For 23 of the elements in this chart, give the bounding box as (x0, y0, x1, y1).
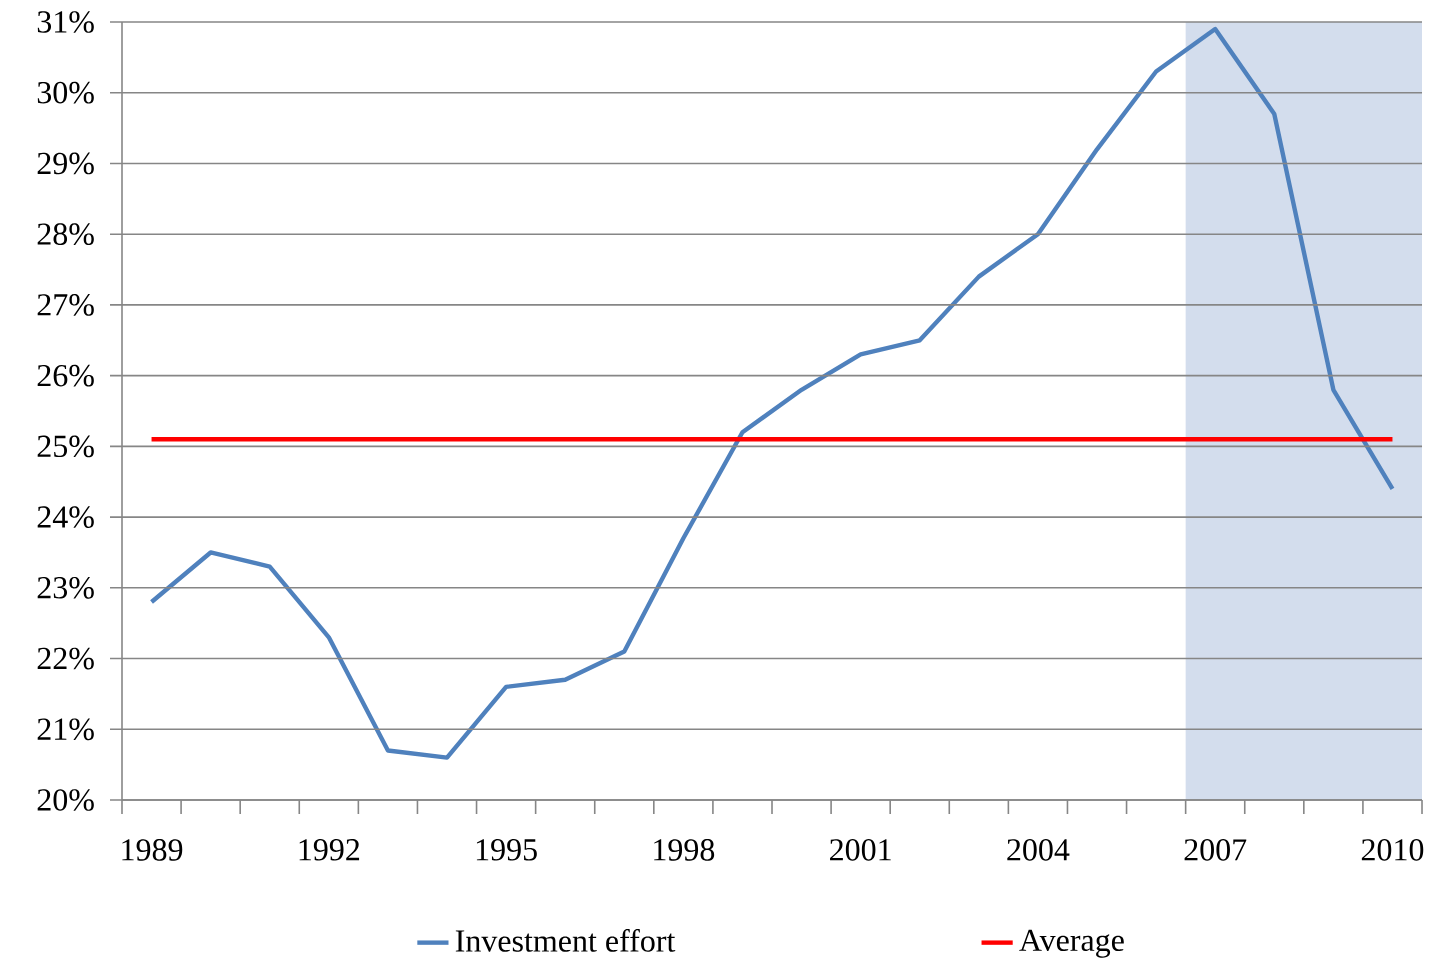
x-tick-label: 1995 (476, 839, 537, 861)
legend-label: Average (1019, 929, 1124, 958)
y-tick-label: 28% (37, 223, 94, 246)
y-tick-label: 22% (37, 647, 94, 670)
y-tick-label: 25% (37, 435, 94, 458)
y-tick-label: 31% (37, 11, 94, 33)
legend-label: Investment effort (455, 928, 676, 952)
x-tick-label: 1998 (654, 839, 715, 861)
x-tick-label: 1992 (299, 839, 360, 861)
x-tick-label: 2001 (830, 839, 891, 861)
line-series (149, 26, 1395, 760)
x-tick-label: 1989 (122, 839, 183, 861)
y-tick-label: 24% (37, 506, 94, 528)
y-tick-label: 27% (37, 294, 94, 316)
y-tick-label: 23% (37, 576, 94, 599)
x-tick-label: 2004 (1007, 839, 1070, 861)
y-tick-label: 30% (37, 81, 94, 104)
y-tick-label: 29% (37, 152, 94, 175)
y-tick-label: 20% (37, 789, 94, 811)
x-tick-label: 2010 (1361, 839, 1424, 861)
x-tick-label: 2007 (1184, 839, 1247, 861)
y-tick-label: 26% (37, 364, 94, 387)
y-tick-label: 21% (37, 718, 94, 741)
